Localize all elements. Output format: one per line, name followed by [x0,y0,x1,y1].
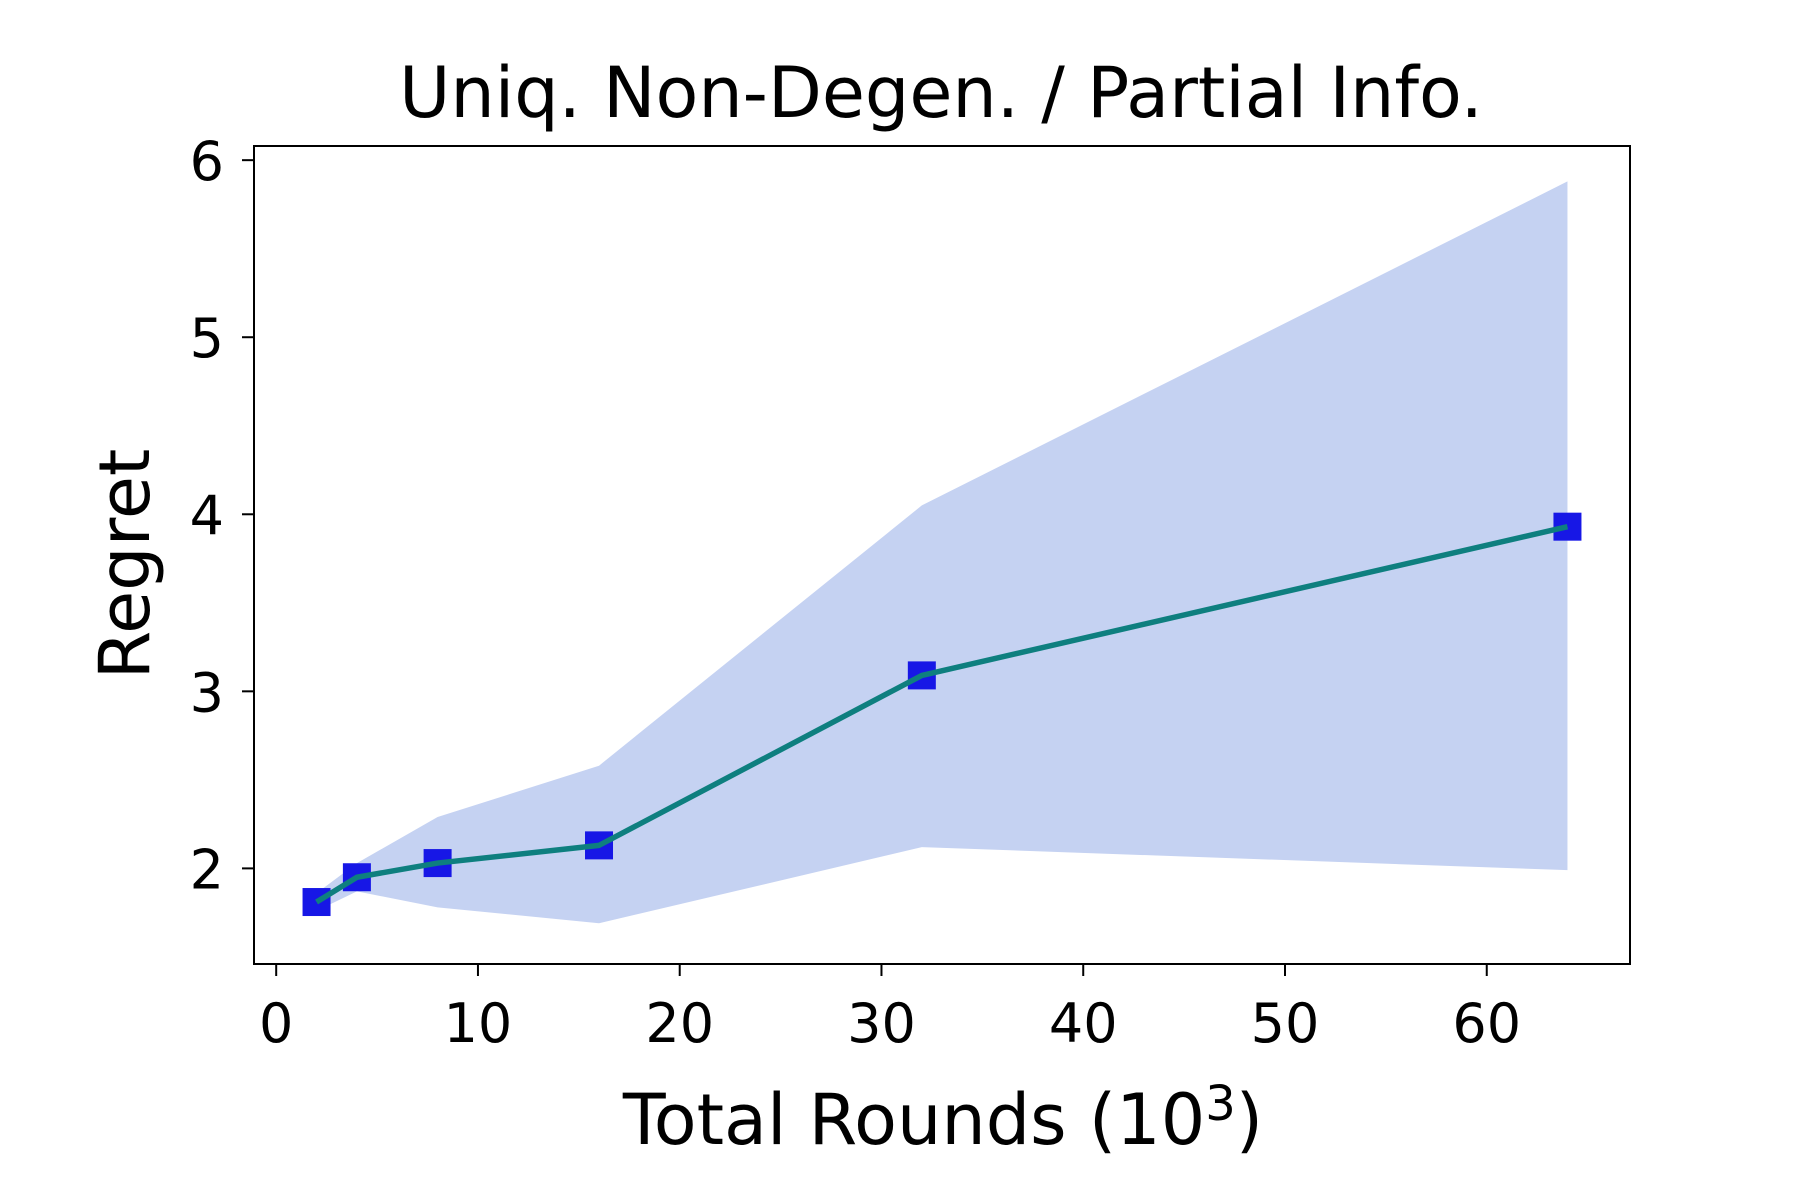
x-tick-label: 10 [444,992,513,1055]
series-line [315,523,1569,905]
x-tick-label: 60 [1452,992,1521,1055]
ticks: 0 10 20 30 40 50 60 2 3 4 5 6 [190,130,1521,1055]
y-axis-label-text: Regret [84,449,166,680]
y-tick-label: 6 [190,130,224,193]
y-tick-label: 4 [190,484,224,547]
x-axis-label-main: Total Rounds (10 [622,1079,1205,1161]
plot-area [302,181,1582,924]
y-axis-label: Regret [84,449,166,680]
x-axis-label-end: ) [1236,1079,1263,1161]
confidence-band [316,181,1568,924]
x-axis-label-superscript: 3 [1205,1076,1236,1132]
chart-title: Uniq. Non-Degen. / Partial Info. [399,52,1483,134]
x-tick-label: 30 [847,992,916,1055]
x-tick-label: 40 [1049,992,1118,1055]
chart-title-text: Uniq. Non-Degen. / Partial Info. [399,52,1483,134]
x-tick-label: 50 [1251,992,1320,1055]
x-tick-label: 0 [259,992,293,1055]
y-tick-label: 2 [190,838,224,901]
y-tick-label: 3 [190,661,224,724]
x-axis-label-text: Total Rounds (103) [622,1076,1263,1161]
y-tick-label: 5 [190,307,224,370]
x-axis-label: Total Rounds (103) [622,1076,1263,1161]
x-tick-label: 20 [645,992,714,1055]
axes [253,145,1631,965]
axes-frame [253,145,1631,965]
